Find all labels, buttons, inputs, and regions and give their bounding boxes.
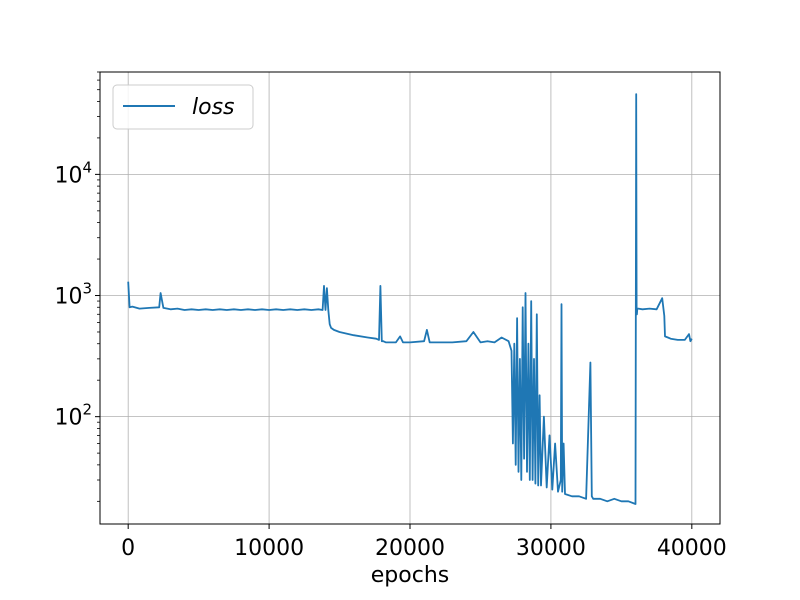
y-tick-label: 104 — [54, 158, 92, 188]
plot-area — [127, 93, 693, 505]
x-axis-label: epochs — [371, 563, 449, 588]
series-line-loss — [127, 93, 693, 505]
x-tick-label: 20000 — [375, 536, 445, 561]
grid — [100, 72, 720, 524]
y-tick-label: 103 — [54, 280, 92, 310]
x-tick-label: 40000 — [657, 536, 727, 561]
x-tick-label: 30000 — [516, 536, 586, 561]
y-tick-label: 102 — [54, 401, 92, 431]
x-tick-label: 0 — [121, 536, 135, 561]
legend-label-loss: loss — [192, 95, 235, 120]
axis-ticks: 0 10000 20000 30000 40000 102 103 104 — [54, 71, 727, 561]
legend: loss — [112, 84, 254, 130]
legend-box — [112, 84, 254, 130]
x-tick-label: 10000 — [234, 536, 304, 561]
